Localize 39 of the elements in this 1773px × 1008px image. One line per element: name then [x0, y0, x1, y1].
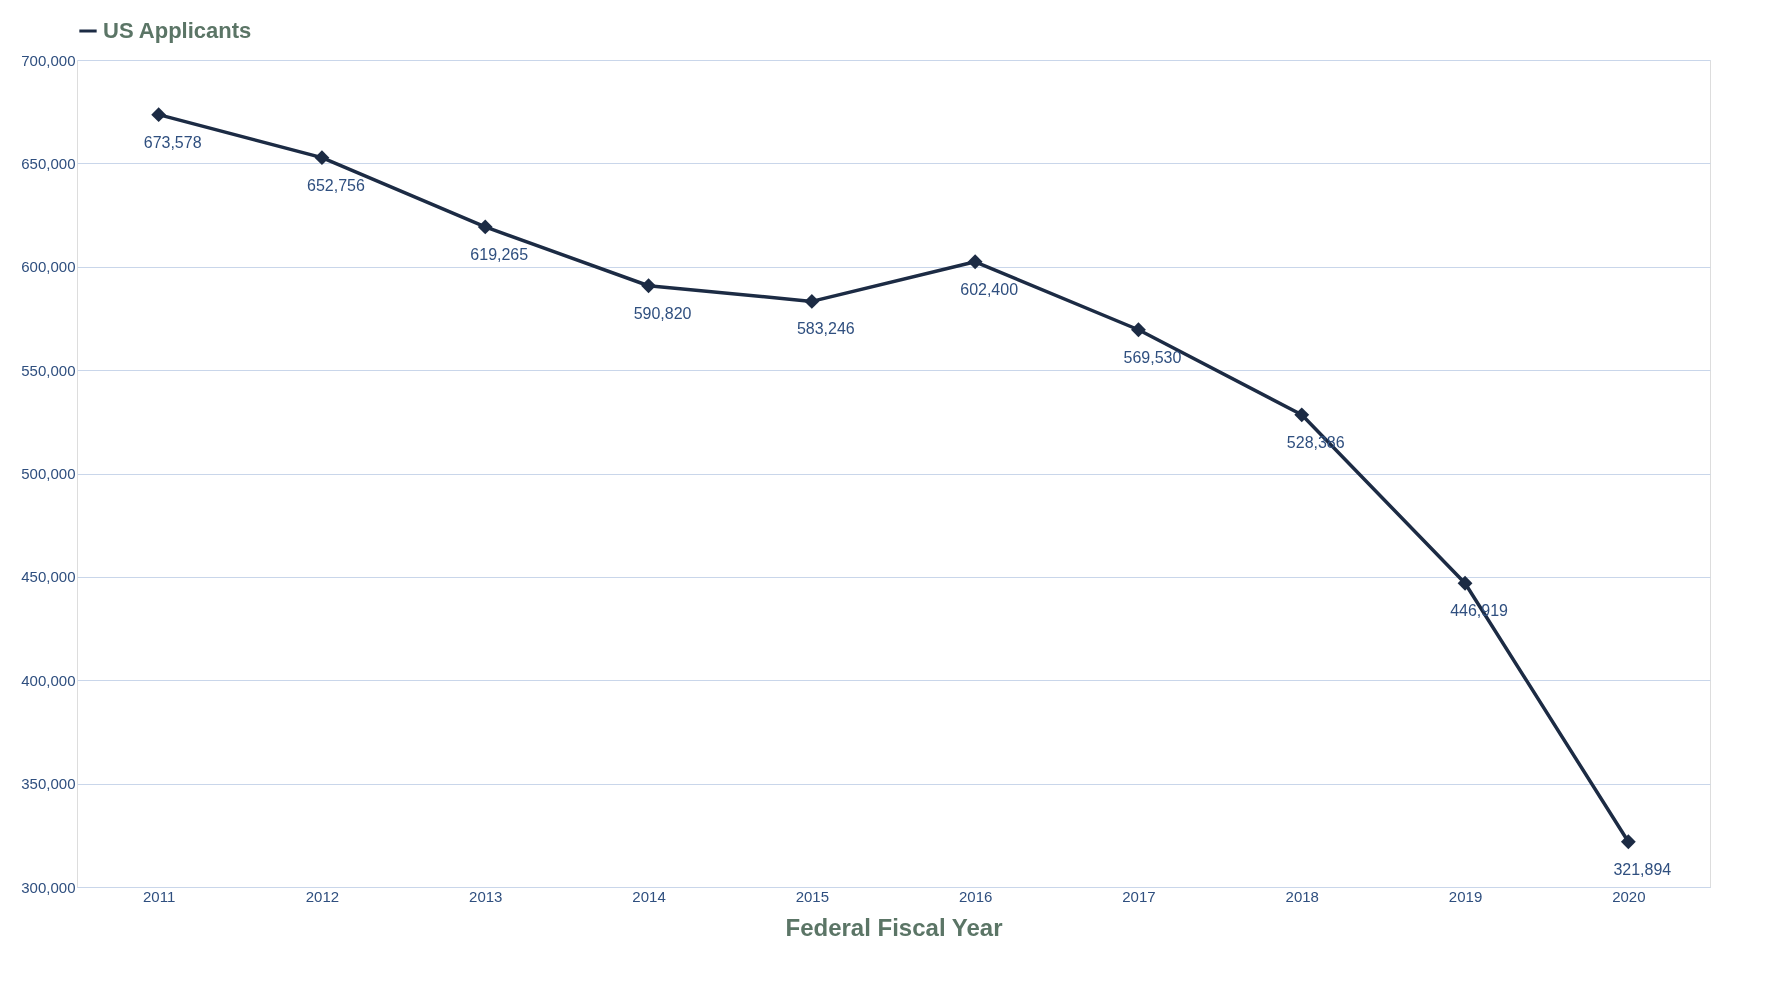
data-label: 590,820 — [633, 304, 692, 322]
data-label: 321,894 — [1613, 860, 1672, 878]
point — [804, 293, 820, 309]
point — [967, 254, 983, 270]
y-tick-label: 700,000 — [21, 51, 76, 69]
y-tick-label: 350,000 — [21, 775, 76, 793]
point — [477, 219, 493, 235]
x-tick-label: 2020 — [1612, 887, 1646, 905]
point — [1131, 322, 1146, 338]
point — [641, 278, 656, 294]
x-tick-label: 2016 — [958, 887, 993, 905]
data-label: 602,400 — [960, 280, 1019, 298]
point — [1620, 834, 1636, 850]
y-tick-label: 450,000 — [21, 568, 76, 586]
y-tick-label: 650,000 — [21, 154, 76, 172]
y-tick-label: 550,000 — [21, 361, 76, 379]
y-tick-label: 600,000 — [21, 258, 76, 276]
point — [314, 150, 330, 166]
point — [1294, 407, 1310, 423]
y-tick-label: 400,000 — [21, 671, 76, 689]
x-tick-label: 2012 — [305, 887, 340, 905]
x-axis-title: Federal Fiscal Year — [785, 913, 1003, 941]
x-tick-label: 2017 — [1122, 887, 1156, 905]
x-tick-label: 2015 — [795, 887, 830, 905]
data-label: 652,756 — [307, 176, 365, 194]
x-tick-label: 2018 — [1285, 887, 1319, 905]
y-tick-label: 500,000 — [21, 465, 76, 482]
point — [1457, 575, 1473, 591]
data-label: 583,246 — [796, 320, 855, 338]
point — [151, 107, 167, 123]
y-tick-label: 300,000 — [21, 878, 76, 896]
x-tick-label: 2011 — [143, 887, 176, 905]
data-label: 619,265 — [470, 245, 529, 263]
data-label: 673,578 — [143, 133, 202, 151]
x-tick-label: 2013 — [469, 887, 503, 905]
data-label: 569,530 — [1123, 348, 1182, 366]
legend-label: US Applicants — [103, 18, 252, 43]
x-tick-label: 2019 — [1448, 887, 1483, 905]
x-tick-label: 2014 — [632, 887, 666, 905]
